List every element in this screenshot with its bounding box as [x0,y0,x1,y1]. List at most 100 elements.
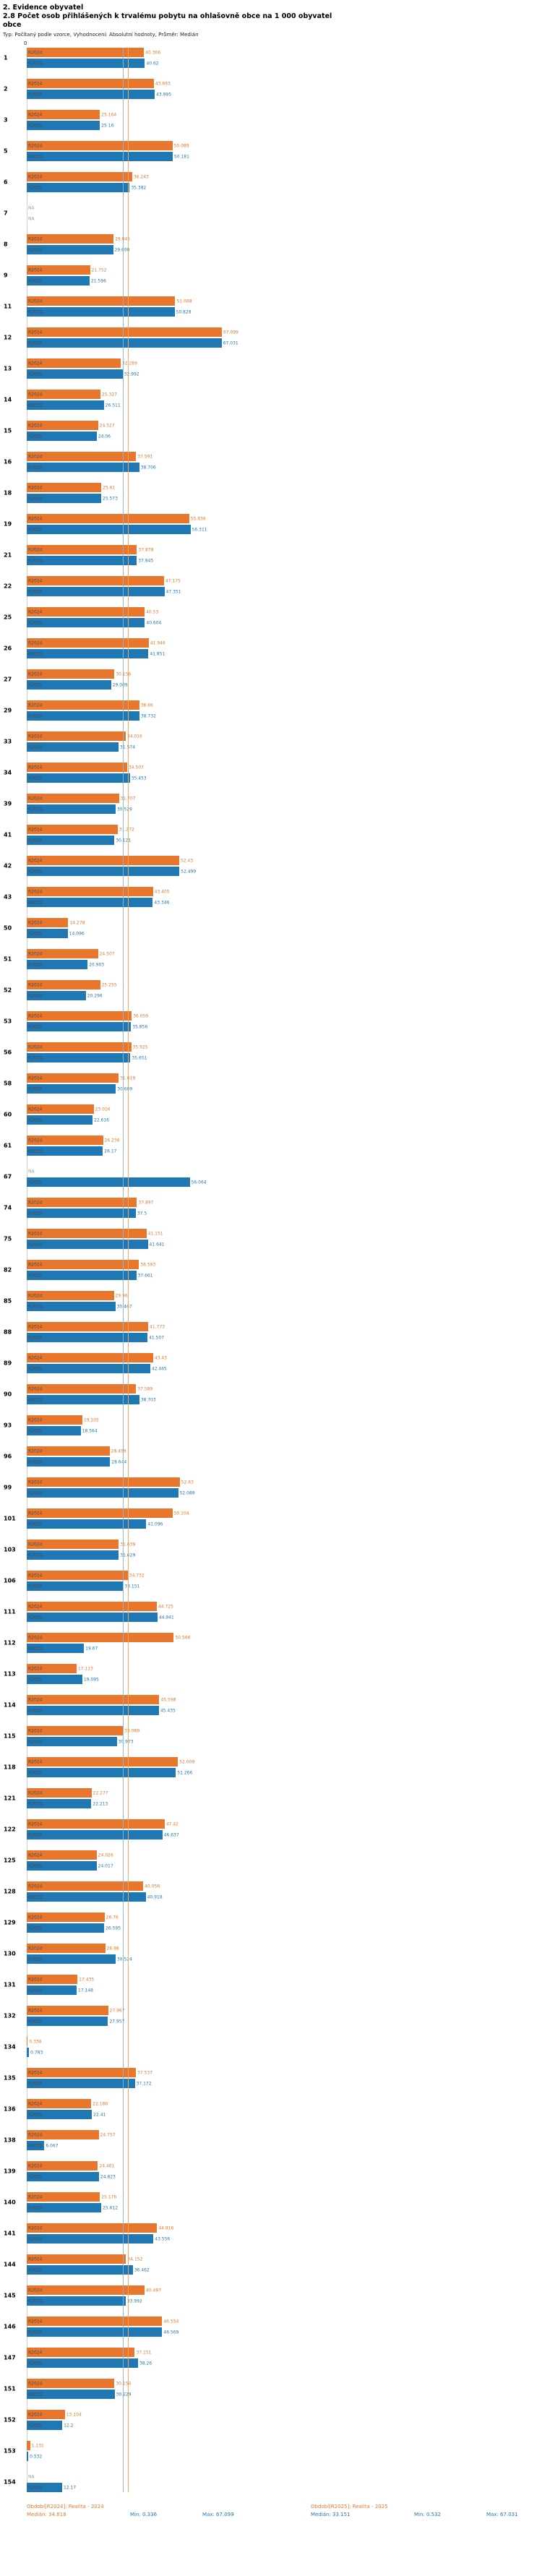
bar-r2025 [27,307,175,317]
row-bars: 1.131 0.532 [27,2441,542,2461]
bar-r2024 [27,825,118,834]
chart-row: 103 R2024 31.639 R2025 31.629 [0,1540,542,1560]
bar-line-r2025: R2025 24.017 [27,1861,542,1871]
bar-line-r2024: R2024 55.836 [27,514,542,523]
bar-r2024 [27,731,126,741]
bar-r2024 [27,638,149,648]
bar-value-label: 52.499 [181,869,197,874]
row-number-label: 60 [4,1111,12,1118]
chart-row: 131 R2024 17.435 R2025 17.148 [0,1975,542,1995]
bar-r2024 [27,1726,124,1735]
series-label: R2024 [28,640,43,645]
chart-row: 8 R2024 29.845 R2025 29.698 [0,234,542,254]
bar-r2025 [27,836,115,845]
chart-row: 112 R2024 50.566 R2025 19.67 [0,1633,542,1653]
row-number-label: 151 [4,2385,16,2392]
chart-row: 33 R2024 34.016 R2025 31.574 [0,731,542,752]
chart-rows: 1 R2024 40.306 R2025 40.62 2 R2024 43.693 R2025 4… [0,48,542,2492]
row-number-label: 112 [4,1639,16,1647]
chart-row: 130 R2024 26.98 R2025 30.524 [0,1944,542,1964]
bar-line-r2024: NA [27,2472,542,2481]
bar-line-r2025: R2025 38.706 [27,463,542,472]
series-label: R2024 [28,112,43,117]
bar-line-r2025: 0.532 [27,2452,542,2461]
row-number-label: 22 [4,583,12,590]
series-label: R2025 [28,1428,43,1433]
row-number-label: 74 [4,1204,12,1211]
bar-line-r2025: R2025 25.612 [27,2203,542,2212]
chart-header: 2. Evidence obyvatel 2.8 Počet osob přih… [0,0,542,38]
series-label: R2025 [28,1863,43,1868]
bar-line-r2025: R2025 21.596 [27,276,542,285]
bar-value-label: 52.089 [179,1490,195,1495]
row-bars: R2024 23.016 R2025 22.616 [27,1104,542,1125]
series-label: R2025 [28,2174,43,2179]
bar-line-r2024: R2024 25.61 [27,483,542,492]
bar-value-label: 22.41 [93,2112,106,2117]
bar-r2024 [27,607,145,617]
series-label: R2024 [28,1262,43,1267]
bar-r2024 [27,1695,160,1704]
chart-row: 7 NA NA [0,203,542,223]
series-label: R2024 [28,1324,43,1329]
series-label: R2024 [28,1044,43,1049]
bar-r2024 [27,980,100,989]
series-label: R2025 [28,1459,43,1464]
bar-value-label: 37.151 [136,2350,152,2355]
bar-r2024 [27,327,222,337]
chart-row: 125 R2024 24.026 R2025 24.017 [0,1850,542,1871]
bar-line-r2024: R2024 23.016 [27,1104,542,1114]
bar-line-r2024: R2024 25.255 [27,980,542,989]
bar-line-r2024: R2024 43.43 [27,1353,542,1362]
bar-r2025 [27,2452,29,2461]
bar-line-r2025: NA [27,214,542,223]
bar-value-label: 41.151 [147,1231,163,1236]
series-label: R2024 [28,703,43,708]
bar-line-r2025: R2025 56.064 [27,1177,542,1187]
series-label: R2024 [28,1511,43,1516]
bar-r2025 [27,1271,137,1280]
bar-line-r2025: R2025 43.346 [27,898,542,907]
bar-value-label: 33.151 [124,1584,140,1589]
bar-line-r2024: R2024 35.925 [27,1042,542,1052]
series-label: R2024 [28,267,43,272]
chart-meta-line: Typ: Počítaný podle vzorce, Vyhodnocení:… [3,32,199,38]
bar-line-r2025: R2025 14.096 [27,929,542,938]
bar-line-r2024: R2024 22.277 [27,1788,542,1798]
bar-r2024 [27,1042,132,1052]
series-label: R2025 [28,807,43,812]
row-bars: R2024 29.96 R2025 30.467 [27,1291,542,1311]
row-number-label: 26 [4,645,12,652]
bar-line-r2024: R2024 34.152 [27,2254,542,2264]
bar-r2025 [27,2017,108,2026]
chart-row: 34 R2024 34.507 R2025 35.453 [0,763,542,783]
bar-value-label: 35.453 [131,776,147,781]
series-label: R2025 [28,1770,43,1775]
row-number-label: 82 [4,1266,12,1274]
bar-value-label: 37.661 [137,1273,153,1278]
bar-value-label: 52.43 [180,858,194,863]
bar-line-r2024: R2024 25.164 [27,110,542,119]
row-number-label: 96 [4,1453,12,1460]
bar-value-label: 22.186 [93,2101,108,2106]
bar-value-label: 24.017 [98,1863,113,1868]
bar-r2024 [27,1260,139,1269]
bar-r2024 [27,452,137,461]
chart-row: 82 R2024 38.593 R2025 37.661 [0,1260,542,1280]
chart-row: 2 R2024 43.693 R2025 43.995 [0,79,542,99]
series-label: R2024 [28,2319,43,2324]
chart-row: 1 R2024 40.306 R2025 40.62 [0,48,542,68]
row-bars: R2024 50.566 R2025 19.67 [27,1633,542,1653]
series-label: R2025 [28,838,43,843]
bar-value-label: 27.967 [109,2008,125,2013]
row-number-label: 5 [4,147,8,155]
bar-value-label: 24.757 [100,2132,116,2137]
bar-line-r2025: R2025 27.957 [27,2017,542,2026]
bar-line-r2025: R2025 52.089 [27,1488,542,1498]
series-label: R2024 [28,1852,43,1858]
row-bars: R2024 22.186 R2025 22.41 [27,2099,542,2119]
bar-r2025 [27,1675,82,1684]
bar-r2024 [27,1384,137,1394]
